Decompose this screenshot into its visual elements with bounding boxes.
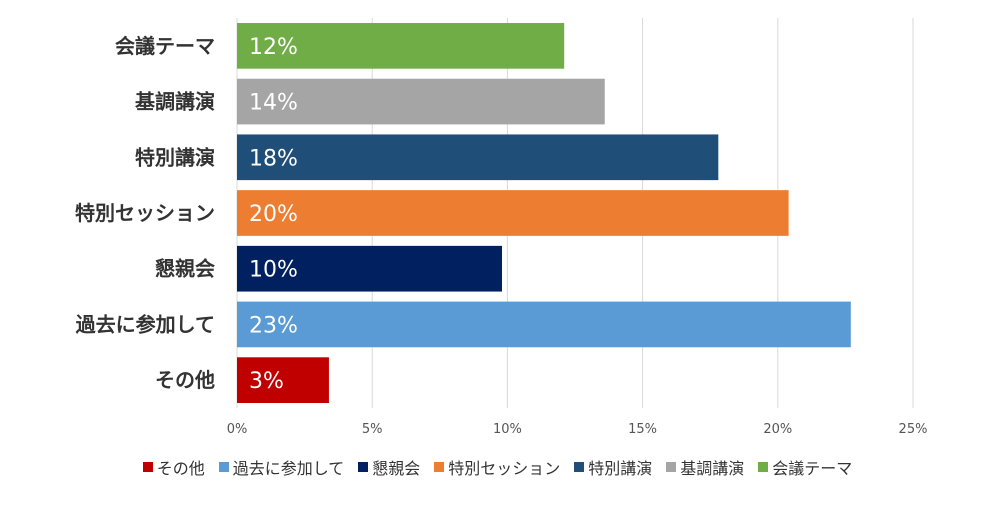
x-tick-label: 15% xyxy=(628,422,657,437)
data-label: 18% xyxy=(249,146,298,171)
legend: その他 過去に参加して 懇親会 特別セッション 特別講演 基調講演 会議テーマ xyxy=(0,455,995,479)
data-label: 20% xyxy=(249,202,298,227)
legend-item: その他 xyxy=(142,455,205,479)
data-label: 12% xyxy=(249,35,298,60)
category-label: 過去に参加して xyxy=(76,312,215,336)
x-tick-label: 5% xyxy=(362,422,383,437)
bar xyxy=(237,190,789,236)
legend-swatch xyxy=(142,462,153,472)
legend-item: 会議テーマ xyxy=(758,455,852,479)
legend-item: 過去に参加して xyxy=(218,455,345,479)
category-label: 懇親会 xyxy=(155,257,215,281)
legend-label: 特別講演 xyxy=(588,459,653,478)
legend-item: 基調講演 xyxy=(666,455,744,479)
legend-item: 懇親会 xyxy=(358,455,420,479)
data-label: 10% xyxy=(249,258,298,283)
data-label: 14% xyxy=(249,91,298,116)
bar xyxy=(237,357,329,403)
legend-swatch xyxy=(758,462,769,472)
bar xyxy=(237,134,719,181)
category-label: 基調講演 xyxy=(135,90,215,114)
category-label: 会議テーマ xyxy=(115,34,215,58)
legend-swatch xyxy=(434,462,445,472)
legend-label: 懇親会 xyxy=(372,459,421,478)
legend-item: 特別セッション xyxy=(434,455,560,479)
category-label: 特別セッション xyxy=(75,201,215,225)
data-label: 3% xyxy=(249,369,284,394)
category-label: その他 xyxy=(155,368,215,392)
x-tick-label: 20% xyxy=(763,422,792,437)
legend-label: 会議テーマ xyxy=(772,459,853,478)
bar xyxy=(237,78,605,125)
x-tick-label: 25% xyxy=(899,422,928,437)
legend-item: 特別講演 xyxy=(574,455,652,479)
bars: 12% 14% 18% 20% 10% 23% 3% xyxy=(237,23,851,403)
legend-label: 特別セッション xyxy=(448,459,561,478)
legend-swatch xyxy=(574,462,585,472)
legend-label: 過去に参加して xyxy=(232,459,345,478)
bar xyxy=(237,245,502,292)
legend-label: 基調講演 xyxy=(680,459,745,478)
legend-swatch xyxy=(666,462,677,472)
data-label: 23% xyxy=(249,313,298,338)
legend-swatch xyxy=(358,462,369,472)
x-tick-labels: 0% 5% 10% 15% 20% 25% xyxy=(227,422,928,437)
legend-swatch xyxy=(218,462,229,472)
legend-label: その他 xyxy=(156,459,205,478)
x-tick-label: 0% xyxy=(227,422,248,437)
bar xyxy=(237,301,851,348)
bar xyxy=(237,23,565,69)
category-label: 特別講演 xyxy=(135,145,215,169)
x-tick-label: 10% xyxy=(493,422,522,437)
